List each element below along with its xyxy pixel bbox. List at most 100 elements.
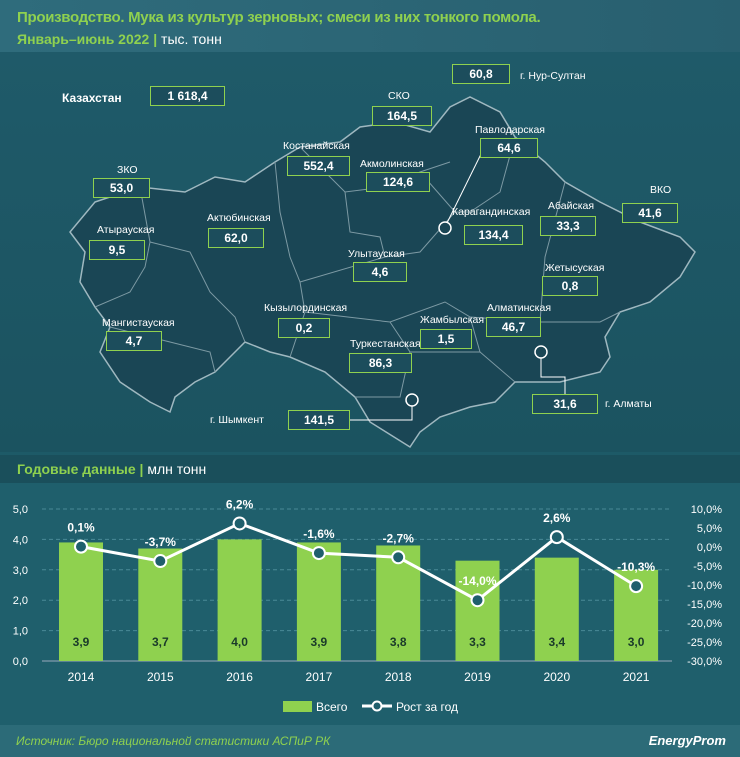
region-label: Карагандинская [452, 206, 531, 218]
x-tick: 2014 [68, 670, 95, 684]
legend-line-label: Рост за год [396, 700, 458, 714]
bar-label: 4,0 [231, 635, 248, 649]
period: Январь–июнь 2022 [17, 31, 150, 47]
region-value: 134,4 [464, 225, 523, 245]
region-value: 53,0 [93, 178, 150, 198]
growth-point [311, 546, 326, 561]
region-value: 64,6 [480, 138, 538, 158]
bar-label: 3,8 [390, 635, 407, 649]
y-right-tick: -25,0% [687, 637, 722, 649]
region-label: Алматинская [487, 302, 552, 314]
region-value: 4,6 [353, 262, 407, 282]
growth-point [391, 550, 406, 565]
legend-line-marker [371, 700, 383, 712]
region-value: 164,5 [372, 106, 432, 126]
bar-label: 3,9 [73, 635, 90, 649]
y-left-tick: 1,0 [13, 626, 28, 638]
unit: тыс. тонн [161, 31, 222, 47]
almaty-marker [534, 345, 548, 359]
growth-label: -1,6% [303, 527, 335, 541]
y-right-tick: -5,0% [693, 561, 722, 573]
growth-point [470, 593, 485, 608]
region-label: Жамбылская [420, 314, 485, 326]
kazakhstan-map: Казахстан 1 618,4 г. Нур-Султан 60,8 СКО 16… [0, 52, 740, 452]
shymkent-leader [350, 402, 413, 421]
region-value: 141,5 [288, 410, 350, 430]
region-value: 0,2 [278, 318, 330, 338]
y-right-tick: -30,0% [687, 656, 722, 668]
energyprom-logo: EnergyProm [648, 733, 726, 748]
bar-2019 [455, 560, 500, 661]
y-right-tick: -20,0% [687, 618, 722, 630]
nur-sultan-marker [438, 221, 452, 235]
growth-label: -3,7% [145, 535, 177, 549]
y-left-tick: 3,0 [13, 565, 28, 577]
region-value: 33,3 [540, 216, 596, 236]
section-title: Годовые данные [17, 461, 136, 477]
region-value: 9,5 [89, 240, 145, 260]
legend-bar-label: Всего [316, 700, 348, 714]
legend-bar-swatch [283, 701, 312, 712]
y-right-tick: -15,0% [687, 599, 722, 611]
growth-label: 6,2% [226, 497, 254, 511]
region-label: Жетысуская [545, 262, 605, 274]
x-tick: 2019 [464, 670, 491, 684]
bar-label: 3,0 [628, 635, 645, 649]
region-value: 31,6 [532, 394, 598, 414]
x-tick: 2020 [543, 670, 570, 684]
bar-2014 [59, 542, 103, 661]
section-header: Годовые данные | млн тонн [0, 455, 740, 483]
growth-point [549, 530, 564, 545]
region-label: г. Алматы [605, 398, 652, 410]
y-right-tick: 5,0% [697, 523, 722, 535]
y-right-tick: -10,0% [687, 580, 722, 592]
region-value: 124,6 [366, 172, 430, 192]
y-right-tick: 10,0% [691, 504, 722, 516]
region-value: 41,6 [622, 203, 678, 223]
growth-point [232, 516, 247, 531]
growth-label: 2,6% [543, 511, 571, 525]
region-label: г. Нур-Султан [520, 70, 586, 82]
region-value: 46,7 [486, 317, 541, 337]
bar-label: 3,4 [548, 635, 565, 649]
header: Производство. Мука из культур зерновых; … [0, 0, 740, 52]
nur-sultan-leader [444, 149, 484, 228]
region-label: Кызылординская [264, 302, 348, 314]
bar-label: 3,9 [311, 635, 328, 649]
region-value: 0,8 [542, 276, 598, 296]
chart-svg: 0,0 1,0 2,0 3,0 4,0 5,0 -30,0% -25,0% -20,0% -15,… [13, 497, 723, 714]
x-tick: 2021 [623, 670, 650, 684]
growth-label: -14,0% [458, 574, 496, 588]
y-left-tick: 2,0 [13, 595, 28, 607]
total-label: Казахстан [62, 91, 122, 105]
y-left-tick: 0,0 [13, 656, 28, 668]
region-value: 62,0 [208, 228, 264, 248]
page-title: Производство. Мука из культур зерновых; … [17, 9, 541, 26]
footer: Источник: Бюро национальной статистики А… [0, 725, 740, 757]
growth-point [629, 579, 644, 594]
region-label: Абайская [548, 200, 595, 212]
x-tick: 2017 [306, 670, 333, 684]
region-label: СКО [388, 90, 410, 102]
bar-2020 [534, 557, 579, 661]
x-tick: 2015 [147, 670, 174, 684]
growth-label: -10,3% [617, 560, 655, 574]
growth-label: -2,7% [383, 531, 415, 545]
annual-chart: 0,0 1,0 2,0 3,0 4,0 5,0 -30,0% -25,0% -20,0% -15,… [0, 483, 740, 725]
region-value: 4,7 [106, 331, 162, 351]
source-note: Источник: Бюро национальной статистики А… [16, 734, 331, 748]
y-left-tick: 4,0 [13, 534, 28, 546]
region-label: г. Шымкент [210, 414, 264, 426]
region-label: ВКО [650, 184, 672, 196]
region-label: Улытауская [348, 248, 405, 260]
x-tick: 2018 [385, 670, 412, 684]
region-value: 60,8 [452, 64, 510, 84]
region-label: Атырауская [97, 224, 155, 236]
region-label: Актюбинская [207, 212, 271, 224]
region-label: Туркестанская [350, 338, 421, 350]
x-tick: 2016 [226, 670, 253, 684]
growth-label: 0,1% [67, 521, 95, 535]
bar-label: 3,7 [152, 635, 169, 649]
y-left-tick: 5,0 [13, 504, 28, 516]
growth-line [80, 521, 637, 602]
